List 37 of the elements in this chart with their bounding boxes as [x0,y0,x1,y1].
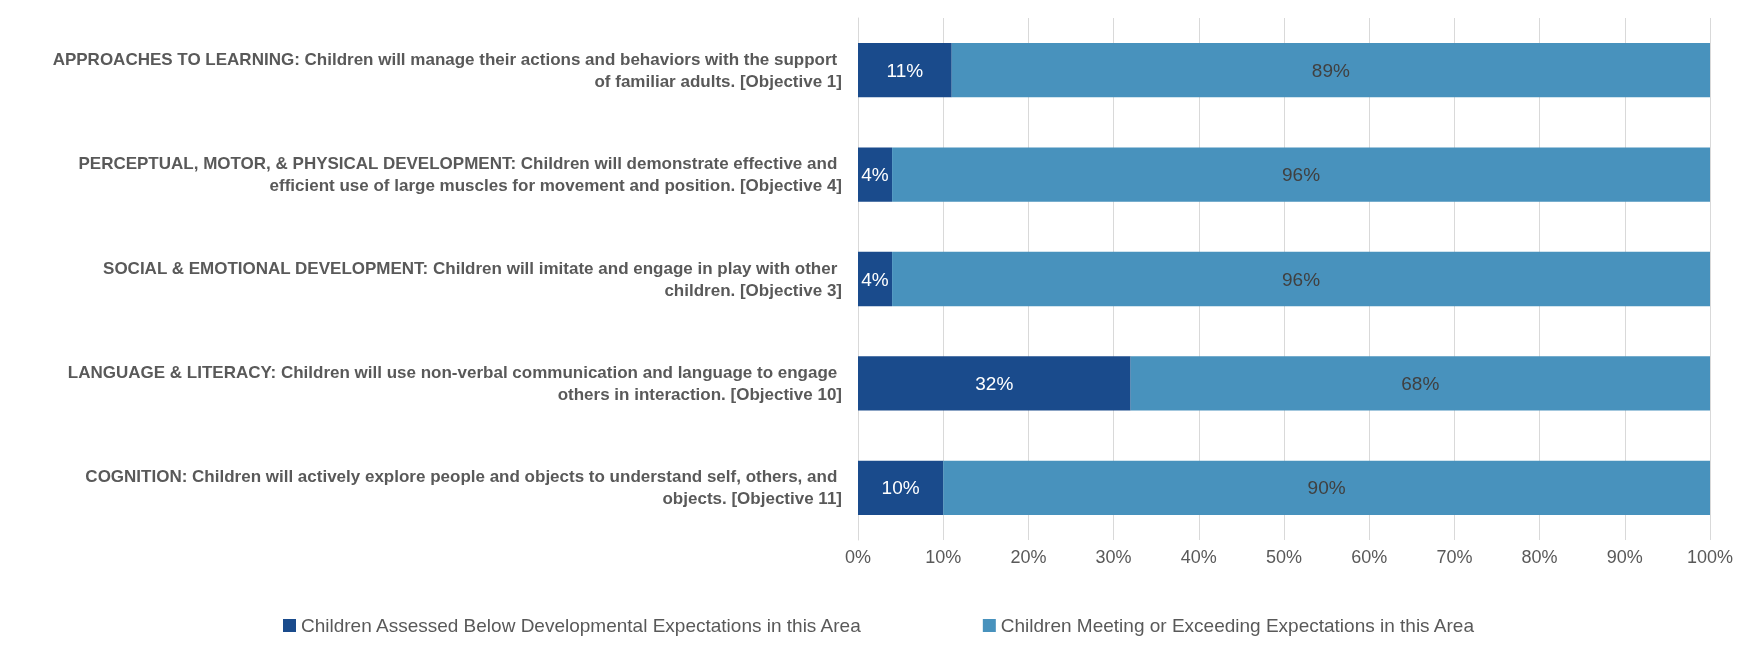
bar [892,251,1710,307]
x-tick-label: 0% [844,547,872,567]
bar [892,147,1710,202]
data-label: 11% [886,59,924,81]
y-tick-label: COGNITION: Children will actively explore people and objects to understand self, others, and objects. [Objective 11] [85,467,842,509]
bar [858,147,893,202]
x-tick-label: 50% [1265,547,1303,567]
y-tick-label: LANGUAGE & LITERACY: Children will use non-verbal communication and language to engage others in interaction. [Objective 10] [67,362,842,404]
data-label: 68% [1401,372,1440,394]
data-label: 10% [881,477,920,499]
data-label: 4% [861,268,889,290]
x-tick-label: 80% [1521,547,1558,567]
x-tick-label: 40% [1180,547,1217,567]
bar [858,356,1131,411]
data-label: 89% [1311,59,1350,81]
legend-label: Children Meeting or Exceeding Expectations in this Area [1000,615,1475,636]
data-label: 90% [1307,477,1346,499]
y-tick-label: SOCIAL & EMOTIONAL DEVELOPMENT: Children will imitate and engage in play with other children. [Objective 3] [103,258,842,300]
bar [943,460,1710,515]
bar [951,43,1710,98]
x-tick-label: 20% [1010,547,1047,567]
x-tick-label: 10% [925,547,962,567]
data-label: 96% [1282,268,1321,290]
data-label: 96% [1282,164,1321,186]
bar [858,460,944,515]
legend-label: Children Assessed Below Developmental Expectations in this Area [300,615,862,636]
data-label: 4% [861,164,889,186]
data-label: 32% [975,372,1014,394]
y-tick-label: PERCEPTUAL, MOTOR, & PHYSICAL DEVELOPMENT: Children will demonstrate effective and efficient use of large muscles for movement and position. [Objective 4] [78,154,842,196]
y-tick-label: APPROACHES TO LEARNING: Children will manage their actions and behaviors with the support of familiar adults. [Objective 1] [52,49,842,91]
x-tick-label: 90% [1606,547,1643,567]
x-tick-label: 100% [1686,547,1734,567]
bar [858,43,952,98]
x-tick-label: 30% [1095,547,1132,567]
x-tick-label: 70% [1436,547,1473,567]
bar [1130,356,1710,411]
x-tick-label: 60% [1351,547,1388,567]
